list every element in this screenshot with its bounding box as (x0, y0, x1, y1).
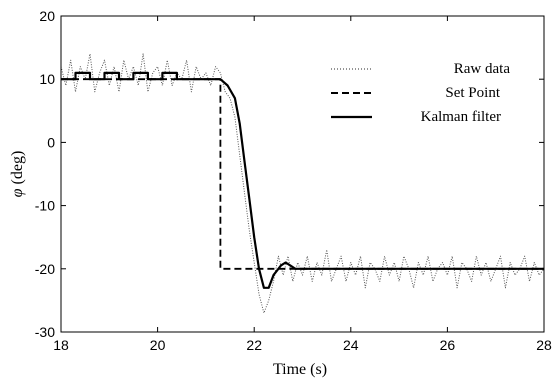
x-tick-label: 20 (150, 337, 166, 353)
y-tick-label: 20 (39, 8, 55, 24)
legend-label-kalman-filter: Kalman filter (421, 109, 501, 125)
series-line-kalman-filter (61, 71, 544, 289)
plot-layer (60, 53, 545, 314)
y-tick-label: 10 (39, 71, 55, 87)
x-tick-label: 18 (53, 337, 69, 353)
legend-label-raw-data: Raw data (454, 61, 511, 77)
x-tick-label: 28 (536, 337, 552, 353)
legend: Raw data Set Point Kalman filter (331, 61, 510, 125)
x-tick-label: 24 (343, 337, 359, 353)
y-tick-label: -30 (35, 324, 55, 340)
x-axis-title: Time (s) (273, 361, 327, 378)
y-tick-label: -10 (35, 198, 55, 214)
y-axis-title: φ (deg) (9, 151, 26, 198)
y-axis-symbol: φ (9, 188, 26, 197)
y-tick-label: 0 (47, 134, 55, 150)
y-tick-label: -20 (35, 261, 55, 277)
series-line-set-point (61, 78, 544, 270)
x-tick-label: 26 (440, 337, 456, 353)
series-line-raw-data (60, 53, 545, 314)
y-axis-unit: (deg) (9, 151, 26, 185)
x-tick-label: 22 (246, 337, 262, 353)
plot-frame (60, 15, 545, 333)
ticks-layer: 18 20 22 24 26 28 20 10 0 -10 -20 -30 (35, 8, 552, 353)
legend-label-set-point: Set Point (445, 85, 500, 101)
